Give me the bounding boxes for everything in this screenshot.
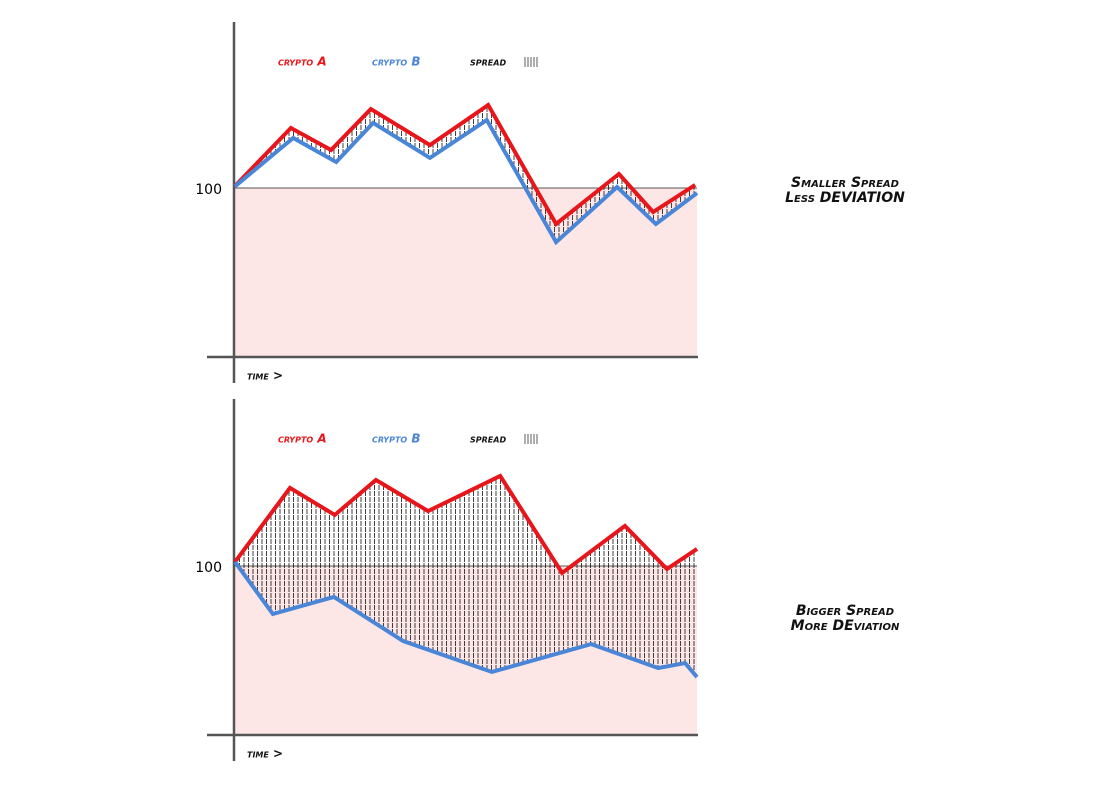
below-region [235,188,697,357]
x-axis-label: time > [247,747,283,761]
y-tick-label: 100 [195,560,222,576]
annotation: Smaller Spread [791,175,899,191]
series-line [233,473,699,576]
series-line [233,560,699,679]
y-tick-label: 100 [195,182,222,198]
legend-label: spread [470,55,506,69]
legend-label: crypto A [278,432,327,446]
annotation: Less DEVIATION [785,190,905,206]
series-line [233,102,697,228]
spread-area [235,475,697,678]
annotation: More DEviation [791,618,900,634]
annotation: Bigger Spread [796,603,894,619]
legend-label: spread [470,432,506,446]
series-line [233,117,699,246]
legend-label: crypto B [372,432,421,446]
legend-label: crypto A [278,55,327,69]
legend-label: crypto B [372,55,421,69]
spread-area [235,105,697,243]
x-axis-label: time > [247,369,283,383]
